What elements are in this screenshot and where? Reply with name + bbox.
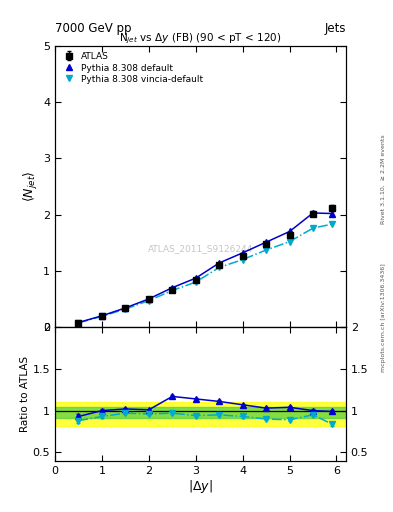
Text: ATLAS_2011_S9126244: ATLAS_2011_S9126244 <box>148 244 253 253</box>
Y-axis label: $\langle N_{jet}\rangle$: $\langle N_{jet}\rangle$ <box>22 171 40 202</box>
Bar <box>55 407 346 418</box>
Text: mcplots.cern.ch [arXiv:1306.3436]: mcplots.cern.ch [arXiv:1306.3436] <box>381 263 386 372</box>
Legend: ATLAS, Pythia 8.308 default, Pythia 8.308 vincia-default: ATLAS, Pythia 8.308 default, Pythia 8.30… <box>59 51 205 86</box>
Y-axis label: Ratio to ATLAS: Ratio to ATLAS <box>20 356 30 432</box>
X-axis label: $|\Delta y|$: $|\Delta y|$ <box>188 478 213 496</box>
Text: Rivet 3.1.10,  ≥ 2.2M events: Rivet 3.1.10, ≥ 2.2M events <box>381 134 386 224</box>
Title: N$_{jet}$ vs $\Delta y$ (FB) (90 < pT < 120): N$_{jet}$ vs $\Delta y$ (FB) (90 < pT < … <box>119 32 282 46</box>
Text: Jets: Jets <box>324 22 346 35</box>
Text: 7000 GeV pp: 7000 GeV pp <box>55 22 132 35</box>
Bar <box>55 402 346 425</box>
